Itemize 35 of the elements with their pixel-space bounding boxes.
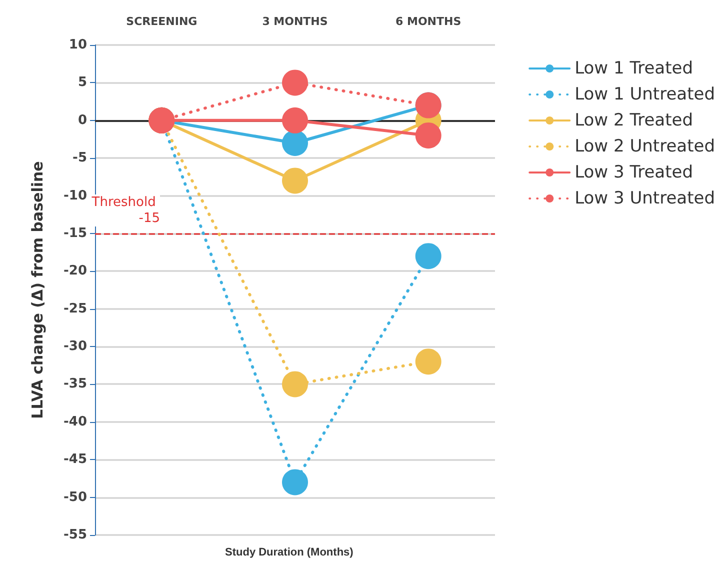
y-tick-label: -50	[64, 490, 87, 505]
y-tick-label: -30	[64, 339, 87, 354]
point	[282, 107, 308, 134]
legend-label: Low 3 Untreated	[574, 188, 716, 208]
point	[282, 70, 308, 96]
legend-label: Low 2 Treated	[574, 110, 694, 130]
point	[282, 371, 308, 398]
point	[282, 168, 308, 194]
x-axis-title: Study Duration (Months)	[225, 546, 354, 558]
point	[282, 469, 308, 496]
legend-label: Low 1 Untreated	[574, 84, 716, 104]
x-tick-label: 3 MONTHS	[262, 15, 328, 28]
point	[415, 122, 442, 148]
y-tick-label: 5	[78, 75, 87, 90]
y-tick-label: -55	[64, 528, 87, 542]
ref-line-label: Threshold -15	[90, 194, 160, 226]
legend-label: Low 3 Treated	[574, 162, 694, 182]
legend-label: Low 1 Treated	[574, 58, 694, 78]
y-tick-label: -35	[64, 376, 87, 392]
y-tick-label: -45	[64, 452, 87, 468]
y-tick-label: 10	[68, 38, 87, 52]
y-tick-label: -20	[64, 264, 87, 279]
point	[282, 130, 308, 156]
x-tick-label: SCREENING	[126, 15, 198, 28]
y-tick-label: -10	[64, 188, 87, 204]
point	[415, 348, 442, 375]
x-tick-label: 6 MONTHS	[396, 15, 462, 28]
y-axis-title: LLVA change (Δ) from baseline	[28, 161, 46, 419]
y-tick-label: -25	[64, 301, 87, 316]
y-tick-label: -40	[64, 414, 87, 430]
y-tick-label: 0	[78, 112, 87, 128]
y-tick-label: -15	[64, 226, 87, 241]
y-tick-label: -5	[72, 150, 87, 166]
point	[415, 243, 442, 270]
legend-label: Low 2 Untreated	[574, 136, 716, 156]
